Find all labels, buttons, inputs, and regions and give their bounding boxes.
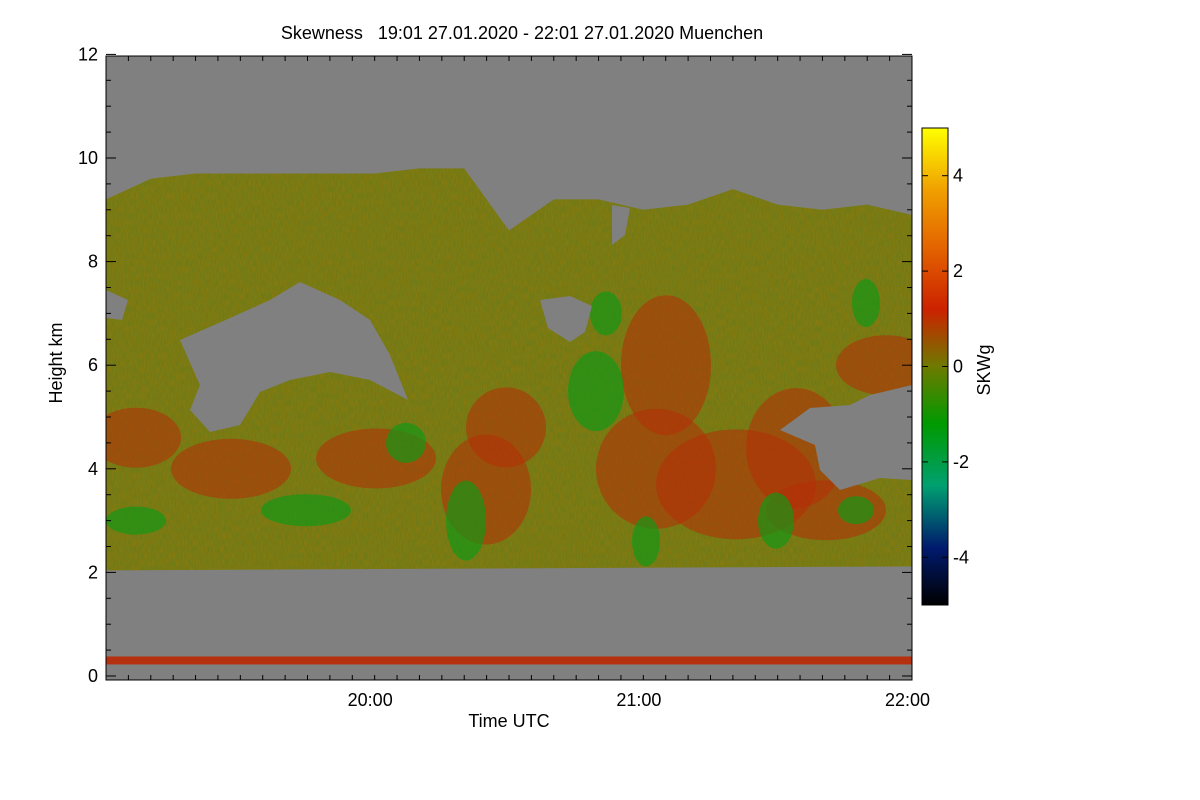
no-data-gaps [106,205,912,490]
y-tick-label: 0 [88,666,98,686]
positive-patch [766,480,886,541]
positive-patch [621,295,711,436]
x-tick-label: 21:00 [616,690,661,710]
positive-patch [106,407,181,468]
y-axis: 0 2 4 6 8 10 12 [78,44,912,686]
negative-patch [852,279,880,328]
positive-skewness-patches [106,295,912,545]
negative-patch [590,291,622,336]
y-tick-label: 2 [88,562,98,582]
negative-skewness-patches [106,279,880,567]
negative-patch [261,494,351,527]
chart-title: Skewness 19:01 27.01.2020 - 22:01 27.01.… [281,23,763,43]
gap-region [612,205,630,245]
negative-patch [386,422,426,463]
negative-patch [106,506,166,535]
colorbar-tick-label: -4 [953,547,969,567]
negative-patch [568,351,624,432]
colorbar-tick-label: -2 [953,452,969,472]
y-tick-label: 12 [78,44,98,64]
y-axis-label: Height km [46,322,66,403]
x-tick-label: 22:00 [885,690,930,710]
gap-region [180,282,408,432]
y-tick-label: 4 [88,459,98,479]
colorbar-label: SKWg [974,344,994,395]
negative-patch [446,480,486,561]
negative-patch [758,492,794,549]
colorbar-tick-label: 4 [953,166,963,186]
gap-region [106,290,128,320]
y-tick-label: 8 [88,252,98,272]
positive-patch [466,387,546,468]
gap-region [540,296,592,342]
near-surface-band [106,656,912,665]
colorbar-ticks: -4 -2 0 2 4 [922,166,969,567]
colorbar-tick-label: 2 [953,261,963,281]
x-axis-label: Time UTC [468,711,549,731]
heatmap-field [106,168,912,665]
positive-patch [171,438,291,499]
gap-region [780,385,912,490]
colorbar-tick-label: 0 [953,357,963,377]
y-tick-label: 6 [88,355,98,375]
positive-patch [836,335,912,396]
negative-patch [632,516,660,567]
negative-patch [838,496,874,525]
y-tick-label: 10 [78,148,98,168]
x-tick-label: 20:00 [348,690,393,710]
